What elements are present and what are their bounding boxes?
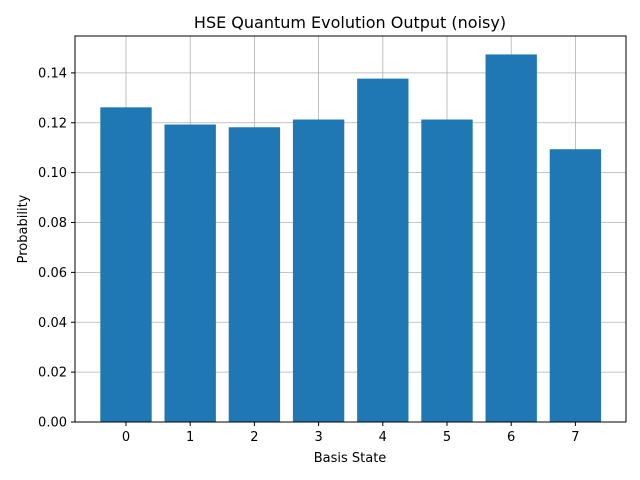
x-tick-label: 5 (443, 430, 451, 445)
bar-state-3 (292, 119, 345, 422)
y-tick-label: 0.02 (38, 366, 67, 381)
y-tick-label: 0.00 (38, 416, 67, 431)
bar-state-2 (228, 127, 281, 423)
y-axis-label: Probability (16, 194, 31, 263)
x-tick-label: 6 (507, 430, 515, 445)
bar-state-1 (164, 124, 216, 423)
chart-title: HSE Quantum Evolution Output (noisy) (194, 13, 506, 32)
bar-state-6 (485, 54, 537, 422)
y-tick-label: 0.08 (38, 216, 67, 231)
y-tick-label: 0.10 (38, 166, 67, 181)
y-tick-label: 0.06 (38, 266, 67, 281)
x-tick-label: 4 (379, 430, 387, 445)
y-tick-label: 0.14 (38, 66, 67, 81)
x-tick-label: 1 (186, 430, 194, 445)
bar-state-4 (357, 78, 409, 423)
bar-state-0 (100, 107, 152, 422)
x-tick-label: 0 (122, 430, 130, 445)
y-tick-label: 0.04 (38, 316, 67, 331)
x-tick-label: 2 (250, 430, 258, 445)
bar-state-7 (549, 149, 602, 422)
ticks-layer: 0 1 2 3 4 5 6 7 0.00 0.02 0.04 0.06 0.08 0.10 0.12 0.14 (38, 66, 579, 445)
bars-layer (100, 54, 602, 423)
x-axis-label: Basis State (314, 451, 387, 466)
x-tick-label: 7 (571, 430, 579, 445)
plot-frame (74, 35, 627, 423)
y-tick-label: 0.12 (38, 116, 67, 131)
x-tick-label: 3 (314, 430, 322, 445)
bar-state-5 (421, 119, 473, 422)
